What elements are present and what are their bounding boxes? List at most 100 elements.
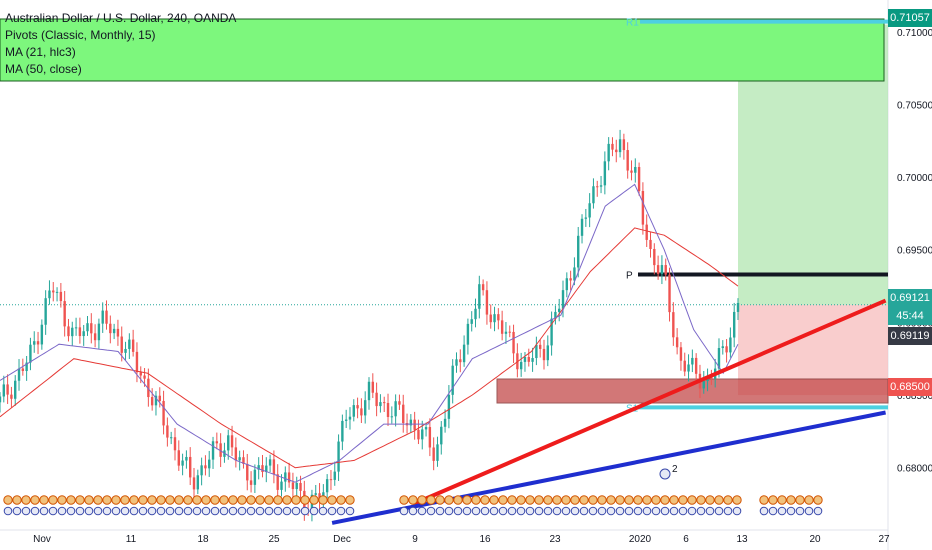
event-marker (462, 495, 472, 505)
candle-body (459, 359, 462, 363)
candle-body (14, 380, 17, 399)
candle-body (48, 290, 51, 299)
y-tick-label: 0.70000 (897, 173, 932, 184)
event-marker (246, 495, 256, 505)
event-marker (768, 506, 778, 516)
event-marker (399, 495, 409, 505)
candle-body (443, 418, 447, 427)
candle-body (618, 139, 622, 153)
event-marker (129, 495, 139, 505)
event-marker (552, 506, 562, 516)
indicator-ma21[interactable]: MA (21, hlc3) (5, 45, 76, 59)
candle-body (367, 381, 371, 401)
x-tick-label: 16 (479, 534, 491, 545)
candle-body (268, 459, 272, 466)
event-marker (435, 506, 445, 516)
event-marker (561, 495, 571, 505)
event-marker (75, 495, 85, 505)
event-marker (75, 506, 85, 516)
event-marker (579, 495, 589, 505)
event-marker (804, 495, 814, 505)
event-marker (489, 495, 499, 505)
candle-body (63, 301, 66, 327)
event-marker (795, 506, 805, 516)
candle-body (725, 346, 728, 353)
candle-body (554, 311, 557, 319)
event-marker (687, 506, 697, 516)
event-marker (453, 495, 463, 505)
candle-body (622, 139, 626, 151)
event-marker (93, 495, 103, 505)
event-marker (507, 495, 517, 505)
candle-body (542, 348, 546, 361)
candle-body (196, 475, 200, 490)
candle-body (550, 318, 553, 346)
event-marker (57, 495, 67, 505)
candle-body (637, 166, 641, 192)
candle-body (383, 402, 386, 404)
candle-body (664, 265, 667, 275)
candle-body (120, 336, 123, 353)
event-marker (48, 506, 58, 516)
candle-body (363, 400, 367, 416)
candle-body (630, 170, 633, 173)
event-marker (273, 506, 283, 516)
event-marker (3, 506, 13, 516)
candle-body (386, 402, 390, 418)
event-marker (659, 468, 671, 480)
event-marker (138, 506, 148, 516)
event-marker (624, 495, 634, 505)
candle-body (284, 472, 287, 482)
event-marker (237, 495, 247, 505)
candle-body (299, 482, 302, 491)
event-marker (723, 495, 733, 505)
candle-body (360, 408, 363, 416)
indicator-ma50[interactable]: MA (50, close) (5, 62, 82, 76)
candle-body (352, 405, 355, 417)
candle-body (227, 435, 230, 451)
event-marker (192, 495, 202, 505)
candle-body (2, 384, 6, 397)
candle-body (675, 337, 679, 348)
candle-body (67, 326, 70, 337)
event-marker (570, 495, 580, 505)
event-marker (30, 506, 40, 516)
event-marker (759, 506, 769, 516)
candle-body (234, 447, 238, 461)
candle-body (668, 274, 671, 313)
event-marker (804, 506, 814, 516)
candle-body (603, 161, 607, 186)
candle-body (679, 347, 683, 361)
x-tick-label: 9 (412, 534, 418, 545)
event-marker (327, 506, 337, 516)
event-marker (129, 506, 139, 516)
event-marker (336, 506, 346, 516)
event-marker (102, 506, 112, 516)
candle-body (584, 217, 588, 219)
candle-body (379, 402, 382, 407)
event-marker (237, 506, 247, 516)
event-marker (120, 495, 130, 505)
event-marker (786, 495, 796, 505)
event-marker (525, 495, 535, 505)
candle-body (25, 362, 28, 372)
candle-body (341, 420, 344, 442)
event-marker (696, 506, 706, 516)
event-marker (426, 495, 436, 505)
event-marker (12, 506, 22, 516)
event-marker (111, 495, 121, 505)
event-marker (552, 495, 562, 505)
candle-body (314, 493, 317, 495)
indicator-pivots[interactable]: Pivots (Classic, Monthly, 15) (5, 28, 156, 42)
event-marker (327, 495, 337, 505)
current-price-label: 0.69121 (888, 289, 932, 307)
candle-body (280, 481, 283, 490)
candle-body (272, 459, 276, 475)
y-tick-label: 0.69500 (897, 246, 932, 257)
candle-body (135, 351, 139, 373)
event-marker (147, 506, 157, 516)
candle-body (634, 166, 637, 173)
candle-body (6, 384, 9, 395)
